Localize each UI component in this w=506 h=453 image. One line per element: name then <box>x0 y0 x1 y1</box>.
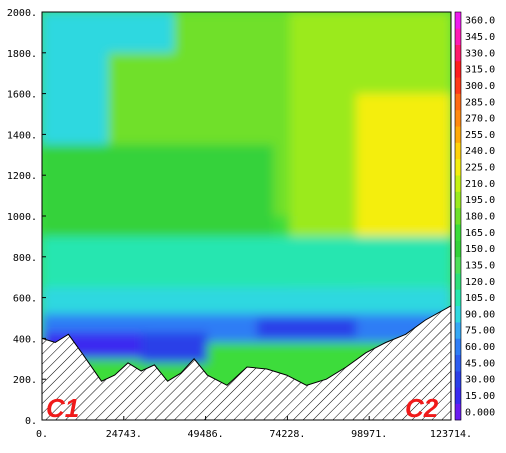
colorbar-tick-label: 210.0 <box>465 179 495 190</box>
colorbar-swatch <box>455 207 461 225</box>
field-patch <box>141 332 208 363</box>
y-tick-label: 600. <box>13 294 37 305</box>
colorbar-swatch <box>455 93 461 111</box>
colorbar-swatch <box>455 371 461 388</box>
colorbar-swatch <box>455 403 461 421</box>
colorbar-swatch <box>455 44 461 62</box>
field-patch <box>42 287 451 314</box>
x-tick-label: 49486. <box>188 429 224 440</box>
y-tick-label: 1400. <box>7 130 37 141</box>
y-tick-label: 1600. <box>7 90 37 101</box>
colorbar-tick-label: 60.00 <box>465 342 495 353</box>
colorbar-swatch <box>455 175 461 192</box>
colorbar-swatch <box>455 60 461 78</box>
marker-c2: C2 <box>405 393 439 423</box>
colorbar-tick-label: 15.00 <box>465 391 495 402</box>
x-tick-label: 98971. <box>351 429 387 440</box>
colorbar-swatch <box>455 240 461 258</box>
colorbar-swatch <box>455 28 461 45</box>
y-tick-label: 1800. <box>7 49 37 60</box>
field-patch <box>256 318 357 339</box>
colorbar-tick-label: 285.0 <box>465 97 495 108</box>
colorbar-swatch <box>455 387 461 404</box>
colorbar-tick-label: 75.00 <box>465 326 495 337</box>
x-tick-label: 123714. <box>430 429 472 440</box>
y-tick-label: 800. <box>13 253 37 264</box>
field-layer <box>42 12 451 420</box>
colorbar-swatch <box>455 224 461 241</box>
field-patch <box>42 144 274 247</box>
y-tick-label: 1000. <box>7 212 37 223</box>
colorbar-swatch <box>455 126 461 143</box>
colorbar-tick-label: 30.00 <box>465 375 495 386</box>
colorbar-frame <box>454 11 462 421</box>
colorbar-tick-label: 180.0 <box>465 212 495 223</box>
colorbar-tick-label: 195.0 <box>465 195 495 206</box>
y-tick-label: 200. <box>13 375 37 386</box>
colorbar-swatch <box>455 256 461 274</box>
y-tick-label: 400. <box>13 334 37 345</box>
colorbar-swatch <box>455 12 461 29</box>
colorbar-tick-label: 135.0 <box>465 260 495 271</box>
colorbar-tick-label: 0.000 <box>465 407 495 418</box>
colorbar-swatch <box>455 322 461 339</box>
x-tick-label: 0. <box>36 429 48 440</box>
colorbar-tick-label: 255.0 <box>465 130 495 141</box>
colorbar-tick-label: 270.0 <box>465 114 495 125</box>
colorbar-tick-label: 300.0 <box>465 81 495 92</box>
colorbar-tick-label: 225.0 <box>465 163 495 174</box>
colorbar-swatch <box>455 191 461 209</box>
colorbar-swatch <box>455 338 461 356</box>
colorbar-tick-label: 45.00 <box>465 358 495 369</box>
colorbar-swatch <box>455 289 461 307</box>
x-tick-label: 74228. <box>269 429 305 440</box>
colorbar-swatch <box>455 142 461 160</box>
colorbar-tick-label: 90.00 <box>465 309 495 320</box>
plot-area: 0. 24743. 49486. 74228. 98971. 123714. 0. 200.… <box>7 8 472 440</box>
terrain-silhouette <box>42 305 451 420</box>
colorbar-tick-label: 330.0 <box>465 48 495 59</box>
y-axis: 0. 200. 400. 600. 800. 1000. 1200. 1400. 1600. 18… <box>7 8 46 427</box>
colorbar-tick-label: 315.0 <box>465 65 495 76</box>
colorbar-swatch <box>455 354 461 372</box>
x-tick-label: 24743. <box>106 429 142 440</box>
colorbar-tick-label: 240.0 <box>465 146 495 157</box>
colorbar-tick-label: 150.0 <box>465 244 495 255</box>
colorbar-swatch <box>455 109 461 127</box>
y-tick-label: 0. <box>25 416 37 427</box>
colorbar-tick-label: 105.0 <box>465 293 495 304</box>
x-axis: 0. 24743. 49486. 74228. 98971. 123714. <box>36 416 472 440</box>
colorbar-tick-label: 345.0 <box>465 32 495 43</box>
colorbar-tick-label: 165.0 <box>465 228 495 239</box>
colorbar-tick-label: 360.0 <box>465 16 495 27</box>
colorbar-swatch <box>455 273 461 290</box>
colorbar-swatch <box>455 77 461 94</box>
marker-c1: C1 <box>46 393 79 423</box>
y-tick-label: 2000. <box>7 8 37 19</box>
colorbar-swatch <box>455 305 461 323</box>
colorbar: 0.000 15.00 30.00 45.00 60.00 75.00 90.00 105.0… <box>454 11 495 421</box>
y-tick-label: 1200. <box>7 171 37 182</box>
colorbar-swatch <box>455 158 461 176</box>
field-patch <box>42 236 451 288</box>
colorbar-tick-label: 120.0 <box>465 277 495 288</box>
